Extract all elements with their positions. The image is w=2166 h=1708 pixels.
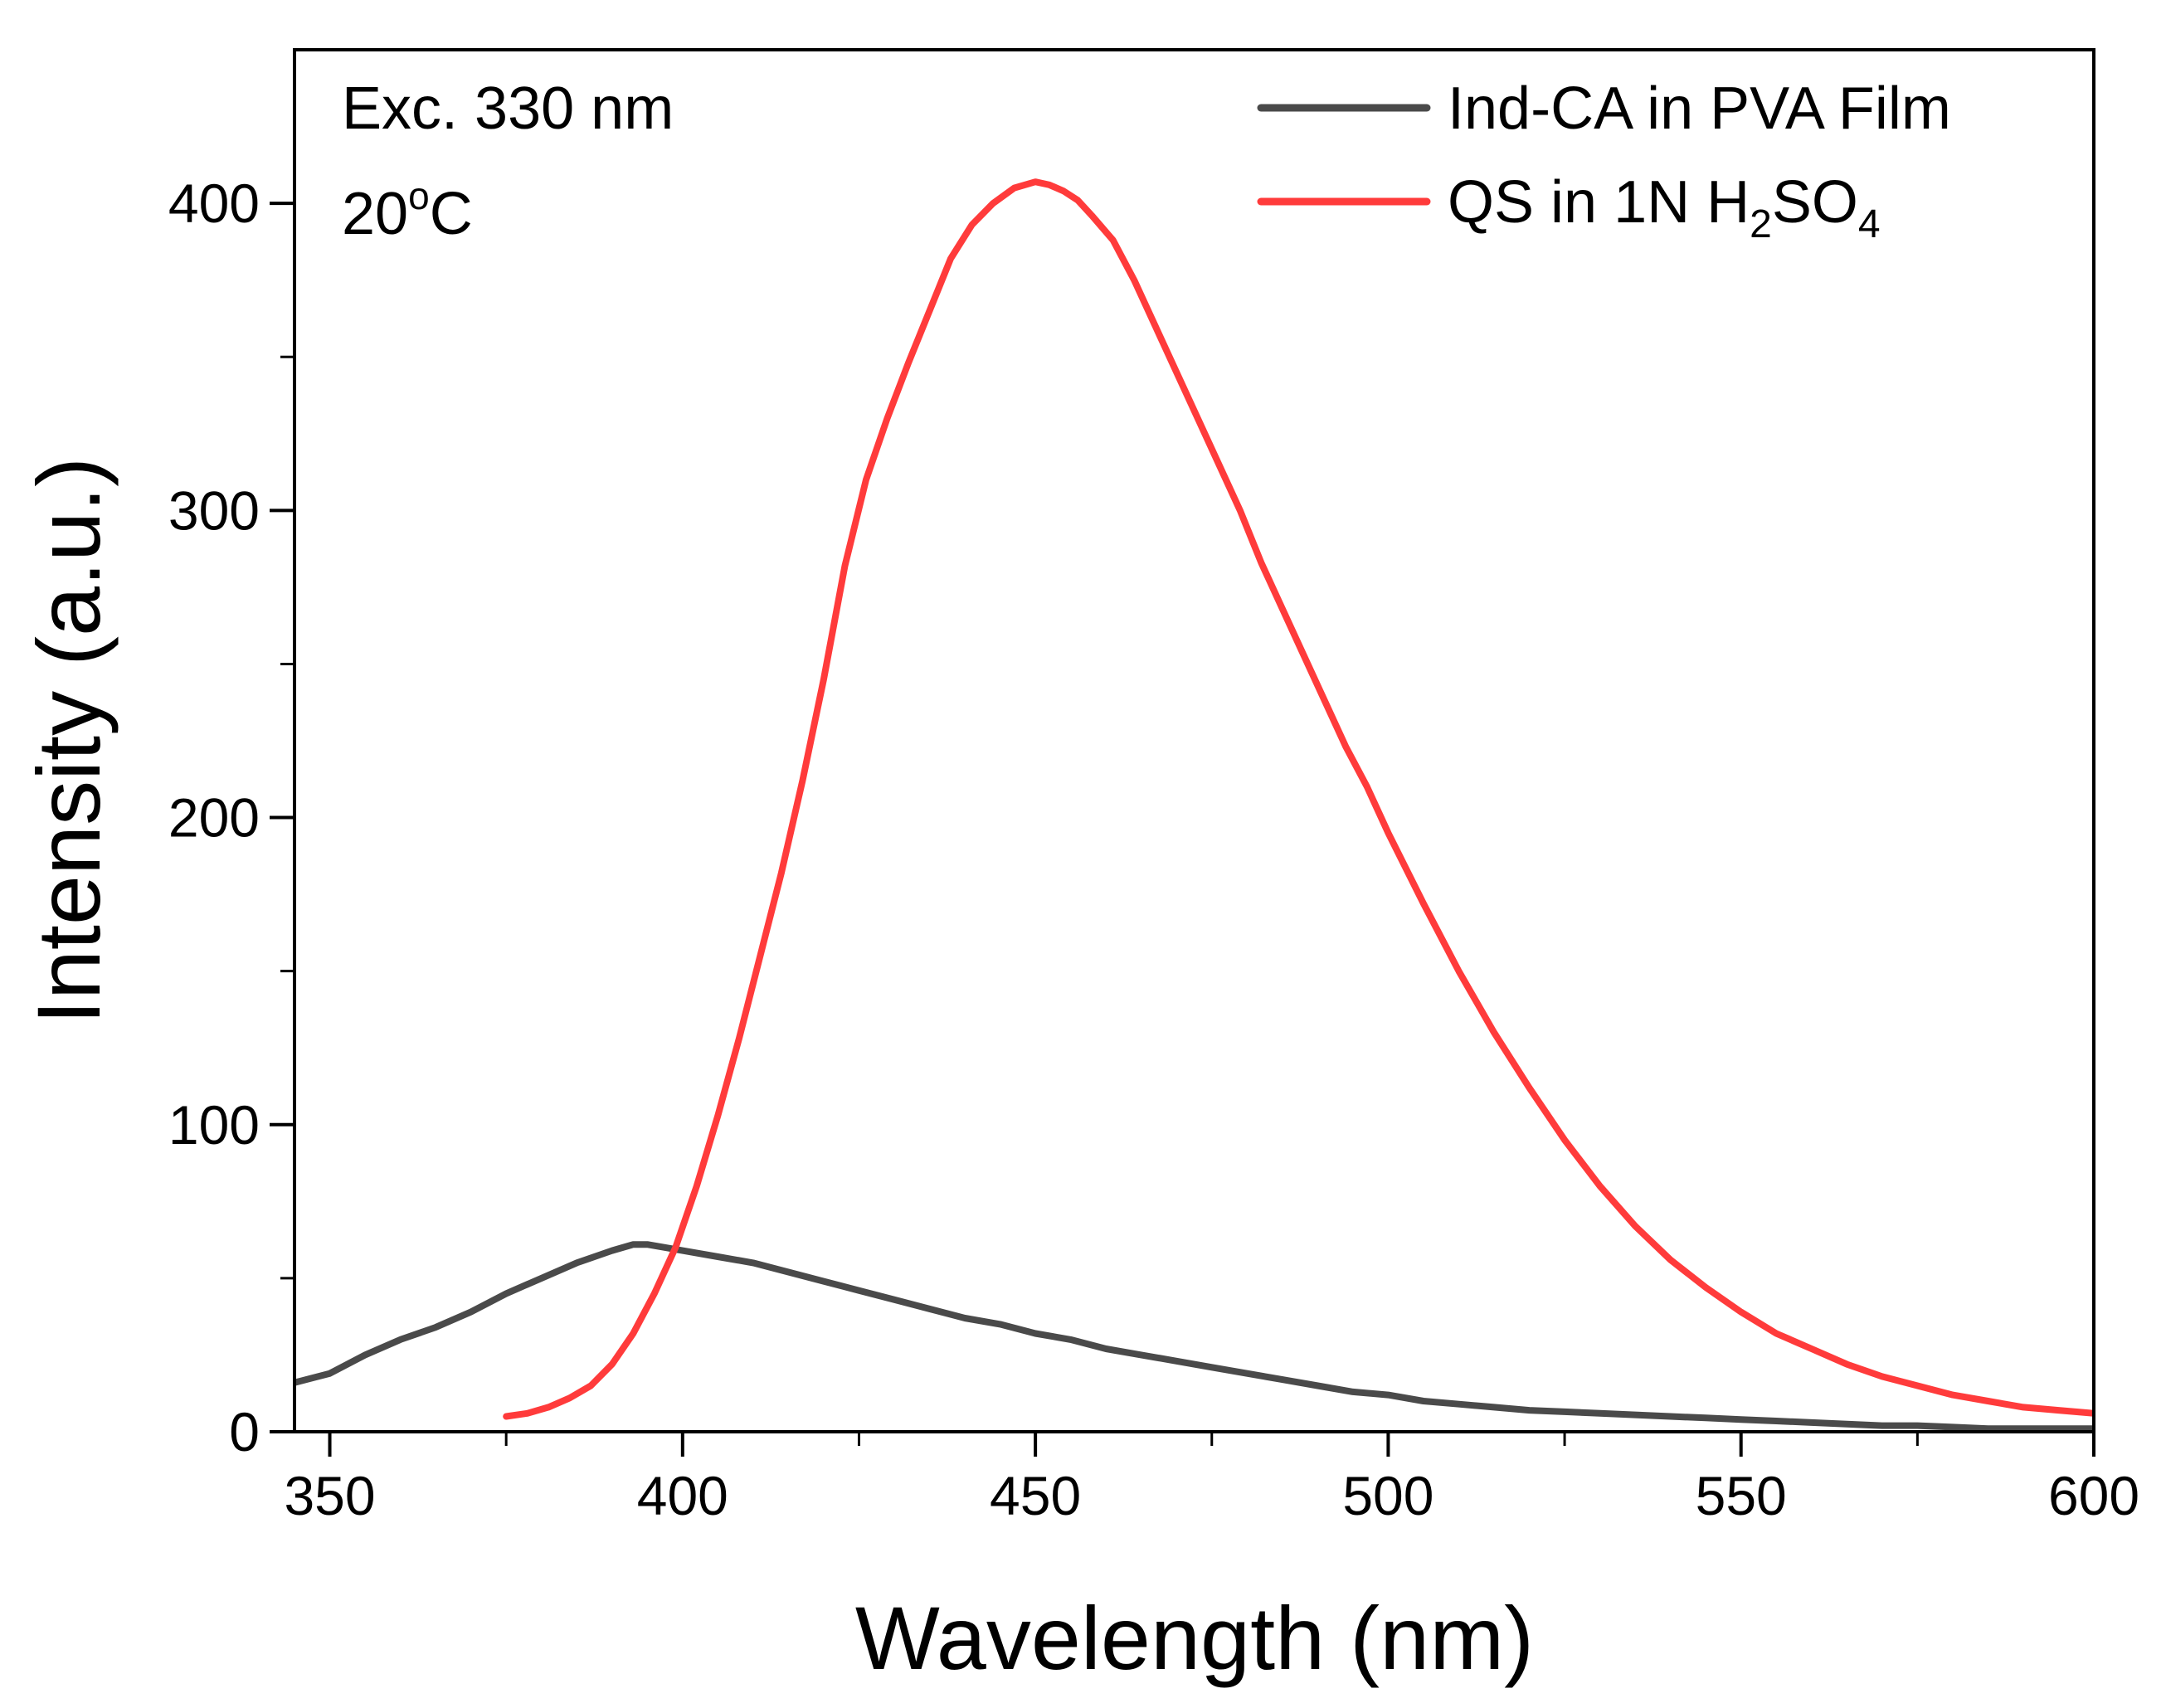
temperature-unit: C bbox=[430, 181, 473, 247]
series-qs-h2so4-line bbox=[503, 178, 2094, 1420]
legend-qs-so: SO bbox=[1772, 169, 1858, 236]
legend-qs-subscript-4: 4 bbox=[1858, 202, 1881, 246]
x-tick-label-600: 600 bbox=[2048, 1465, 2139, 1526]
y-tick-label-300: 300 bbox=[168, 479, 260, 541]
x-tick-label-550: 550 bbox=[1696, 1465, 1787, 1526]
temperature-value: 20 bbox=[342, 181, 408, 247]
y-axis-title: Intensity (a.u.) bbox=[18, 457, 119, 1024]
x-tick-label-350: 350 bbox=[284, 1465, 375, 1526]
y-tick-label-0: 0 bbox=[229, 1401, 260, 1462]
series-group bbox=[294, 178, 2094, 1432]
excitation-annotation: Exc. 330 nm bbox=[342, 75, 674, 142]
y-tick-label-100: 100 bbox=[168, 1094, 260, 1156]
temperature-degree: o bbox=[408, 174, 430, 217]
x-tick-label-400: 400 bbox=[637, 1465, 728, 1526]
legend-label-qs: QS in 1N H2SO4 bbox=[1448, 169, 1881, 246]
temperature-annotation: 20oC bbox=[342, 174, 473, 247]
legend: Ind-CA in PVA Film QS in 1N H2SO4 bbox=[1257, 75, 1951, 246]
legend-qs-prefix: QS in 1N H bbox=[1448, 169, 1750, 236]
legend-qs-subscript-2: 2 bbox=[1750, 202, 1772, 246]
x-tick-label-450: 450 bbox=[990, 1465, 1081, 1526]
plot-frame bbox=[293, 48, 2095, 1433]
legend-label-ind-ca: Ind-CA in PVA Film bbox=[1448, 75, 1951, 142]
x-axis-title: Wavelength (nm) bbox=[855, 1588, 1534, 1688]
y-tick-label-400: 400 bbox=[168, 173, 260, 234]
axes: 350 400 450 500 550 600 0 100 200 300 400 bbox=[168, 173, 2139, 1526]
y-tick-label-200: 200 bbox=[168, 787, 260, 849]
series-ind-ca-pva-film-line bbox=[294, 1241, 2094, 1432]
x-tick-label-500: 500 bbox=[1342, 1465, 1433, 1526]
